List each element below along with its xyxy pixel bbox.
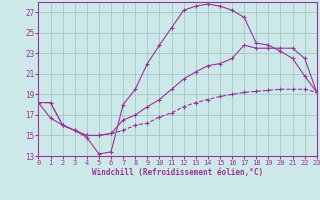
X-axis label: Windchill (Refroidissement éolien,°C): Windchill (Refroidissement éolien,°C) [92, 168, 263, 177]
